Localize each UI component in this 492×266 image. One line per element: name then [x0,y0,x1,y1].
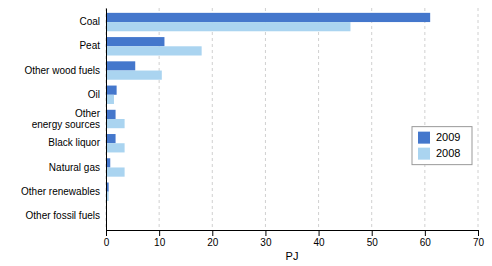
bar [106,46,202,55]
series [106,13,430,216]
chart: 0 10 20 30 40 50 60 70 Other fossil fuels Other r… [0,0,492,266]
x-tick-mark [372,230,373,236]
series [106,22,350,225]
x-tick-label: 0 [104,237,110,248]
legend-item: 2008 [418,147,460,159]
grid-line [478,8,479,230]
x-axis-line [107,230,479,231]
bar [106,134,116,143]
bar [106,61,135,70]
bar [106,95,114,104]
y-tick: Otherenergy sources [32,108,101,130]
x-tick-mark [478,230,479,236]
y-tick-label: Otherenergy sources [32,108,101,130]
x-tick: 10 [154,230,166,248]
bar [106,110,116,119]
x-tick-label: 70 [473,237,485,248]
x-tick-label: 30 [260,237,272,248]
bar [106,143,125,152]
x-tick-mark [106,230,107,236]
x-tick: 30 [260,230,272,248]
x-tick-label: 10 [154,237,166,248]
y-tick-label-line: Other [75,108,101,119]
y-tick-label: Natural gas [49,162,100,173]
legend-label: 2009 [436,131,460,143]
x-tick-mark [319,230,320,236]
grid-line [212,8,213,230]
x-tick-mark [212,230,213,236]
x-tick: 0 [104,230,110,248]
y-tick: Peat [79,40,100,51]
x-tick: 60 [420,230,432,248]
y-tick: Black liquor [48,137,100,148]
grid-line [318,8,319,230]
y-axis: Other fossil fuels Other renewables Natura… [21,9,106,231]
bar [106,22,350,31]
x-tick-mark [425,230,426,236]
legend-box [412,127,472,165]
grid-line [424,8,425,230]
x-tick-label: 60 [420,237,432,248]
grid [106,8,478,230]
bar [106,37,164,46]
y-tick: Coal [79,16,100,27]
x-tick-label: 40 [314,237,326,248]
x-tick-label: 20 [207,237,219,248]
grid-line [106,8,107,230]
bars [106,13,430,225]
legend: 2009 2008 [412,127,472,165]
y-tick: Oil [88,89,100,100]
bar [106,167,125,176]
legend-item: 2009 [418,131,460,143]
grid-line [371,8,372,230]
x-tick-mark [265,230,266,236]
plot: 0 10 20 30 40 50 60 70 Other fossil fuels Other r… [21,8,484,262]
bar [106,86,117,95]
legend-swatch [418,148,430,160]
bar [106,71,162,80]
x-axis-title: PJ [286,250,299,262]
y-tick-label: Other wood fuels [24,65,100,76]
y-tick-label-line: energy sources [32,119,100,130]
x-tick: 50 [367,230,379,248]
bar [106,13,430,22]
y-tick: Other renewables [21,186,100,197]
x-tick-mark [159,230,160,236]
x-tick: 20 [207,230,219,248]
y-tick-label: Coal [79,16,100,27]
legend-label: 2008 [436,147,460,159]
y-tick-label: Black liquor [48,137,100,148]
x-tick-label: 50 [367,237,379,248]
y-tick-label: Oil [88,89,100,100]
y-axis-line [106,9,107,231]
y-tick-label: Other renewables [21,186,100,197]
x-tick: 40 [314,230,326,248]
grid-line [265,8,266,230]
legend-swatch [418,132,430,144]
x-axis: 0 10 20 30 40 50 60 70 [104,230,485,248]
y-tick: Other wood fuels [24,65,100,76]
y-tick-label: Other fossil fuels [26,210,100,221]
bar [106,119,125,128]
y-tick: Other fossil fuels [26,210,100,221]
x-tick: 70 [473,230,485,248]
y-tick-label: Peat [79,40,100,51]
y-tick: Natural gas [49,162,100,173]
